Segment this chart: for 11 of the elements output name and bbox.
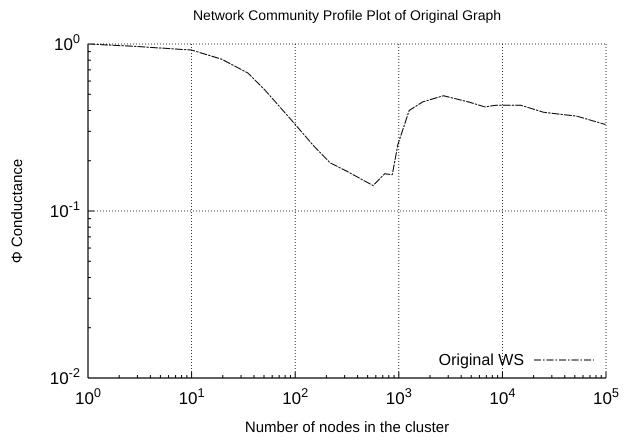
x-axis-title: Number of nodes in the cluster bbox=[244, 419, 450, 436]
legend-label: Original WS bbox=[438, 352, 524, 369]
x-tick-label: 10$^{4}$ bbox=[489, 384, 516, 408]
y-tick-label: 10$^{-1}$ bbox=[50, 198, 80, 221]
y-tick-label: 10$^{0}$ bbox=[54, 30, 80, 54]
x-tick-label: 10$^{5}$ bbox=[592, 384, 620, 408]
y-axis-title: Φ Conductance bbox=[9, 158, 26, 264]
chart-title: Network Community Profile Plot of Original Graph bbox=[192, 7, 502, 23]
x-tick-label: 10$^{1}$ bbox=[178, 384, 205, 408]
x-tick-label: 10$^{3}$ bbox=[386, 384, 412, 408]
x-tick-label: 10$^{2}$ bbox=[282, 384, 308, 408]
